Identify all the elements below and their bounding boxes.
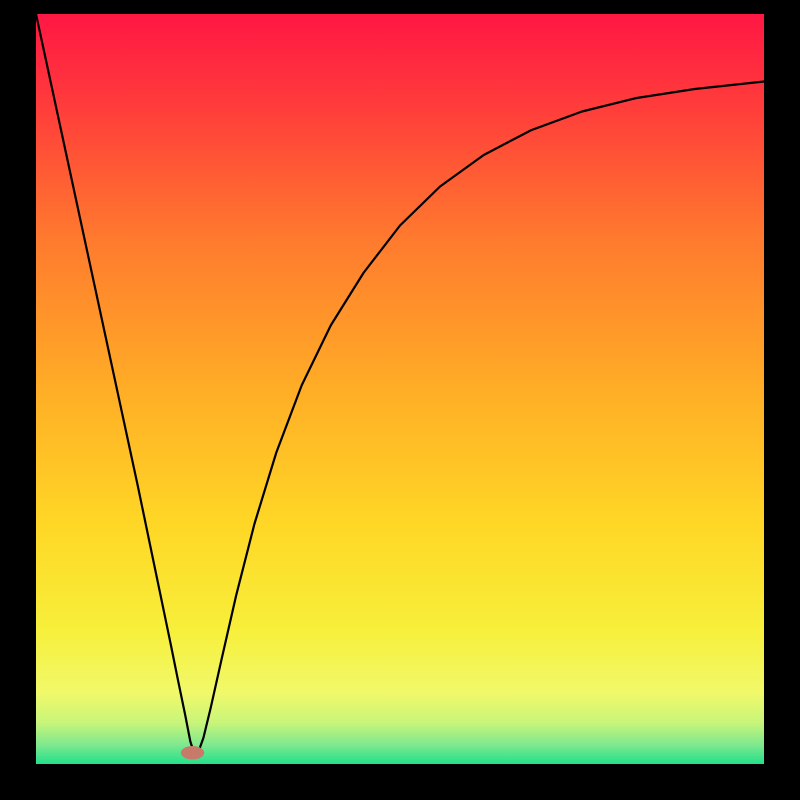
chart-frame: TheBottleneck.com: [36, 14, 764, 764]
optimal-point-marker: [181, 746, 204, 760]
gradient-background: [36, 14, 764, 764]
chart-svg: [36, 14, 764, 764]
